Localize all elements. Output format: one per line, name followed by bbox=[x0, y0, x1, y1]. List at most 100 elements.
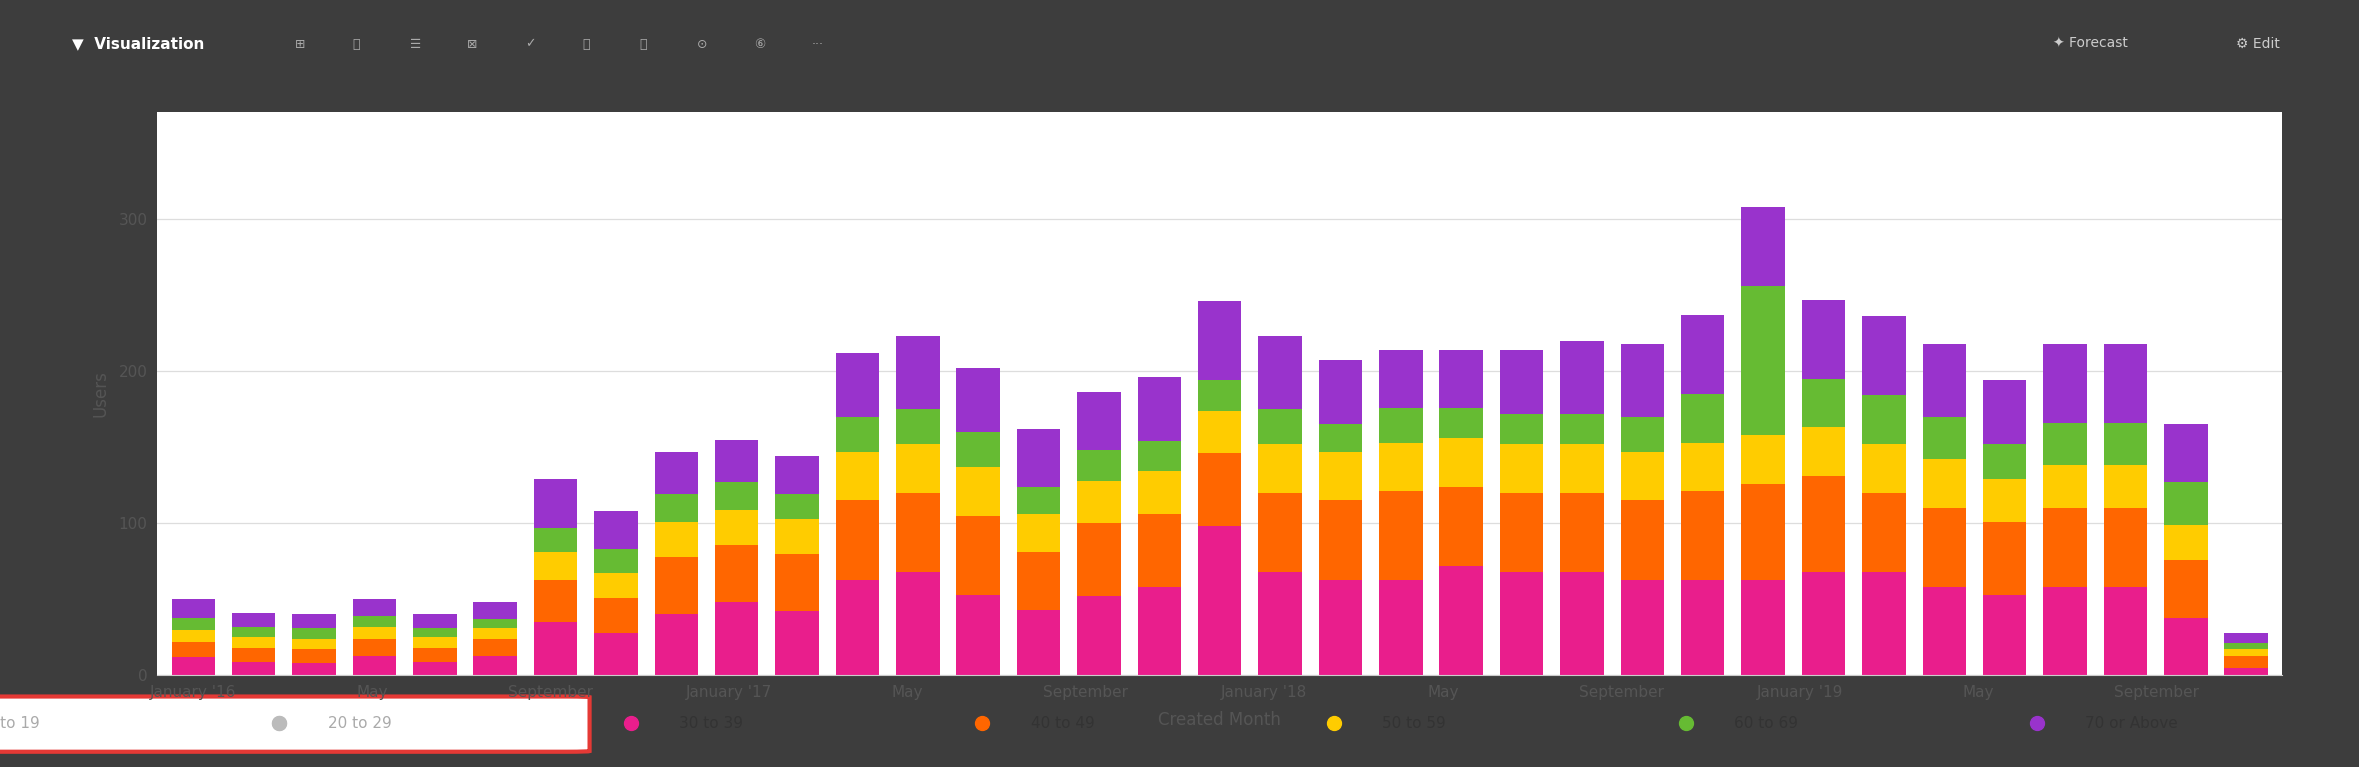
Bar bbox=[1319, 360, 1361, 424]
Bar bbox=[1621, 500, 1663, 580]
Bar bbox=[1559, 413, 1604, 444]
Bar bbox=[1741, 484, 1786, 580]
Bar bbox=[1802, 379, 1845, 427]
Bar bbox=[1137, 472, 1182, 514]
Bar bbox=[1741, 580, 1786, 676]
Bar bbox=[533, 552, 578, 580]
Bar bbox=[835, 500, 880, 580]
Bar bbox=[776, 518, 819, 554]
Bar bbox=[1923, 587, 1965, 676]
Bar bbox=[1984, 444, 2026, 479]
Bar bbox=[835, 353, 880, 416]
Text: ⚙ Edit: ⚙ Edit bbox=[2236, 37, 2281, 51]
Bar bbox=[172, 630, 215, 642]
Bar bbox=[2225, 644, 2267, 650]
Bar bbox=[172, 617, 215, 630]
Text: 50 to 59: 50 to 59 bbox=[1382, 716, 1446, 731]
Bar bbox=[1682, 492, 1724, 580]
Bar bbox=[1802, 572, 1845, 676]
Bar bbox=[1439, 566, 1484, 676]
Bar bbox=[231, 627, 276, 637]
Bar bbox=[653, 494, 698, 522]
Bar bbox=[351, 599, 396, 616]
Bar bbox=[1984, 594, 2026, 676]
Bar bbox=[1984, 522, 2026, 594]
Bar bbox=[776, 494, 819, 518]
Bar bbox=[1078, 450, 1121, 481]
Bar bbox=[1137, 587, 1182, 676]
Bar bbox=[955, 515, 1000, 594]
Bar bbox=[1198, 526, 1241, 676]
Text: ✦ Forecast: ✦ Forecast bbox=[2052, 37, 2128, 51]
Bar bbox=[474, 628, 517, 639]
Bar bbox=[474, 656, 517, 676]
Point bbox=[259, 717, 297, 729]
Bar bbox=[351, 639, 396, 656]
Bar bbox=[1984, 380, 2026, 444]
Bar bbox=[835, 580, 880, 676]
Bar bbox=[1802, 300, 1845, 379]
Bar bbox=[1439, 407, 1484, 438]
Bar bbox=[1984, 479, 2026, 522]
Bar bbox=[1861, 492, 1906, 572]
Bar bbox=[653, 557, 698, 614]
Bar bbox=[1923, 508, 1965, 587]
Text: 30 to 39: 30 to 39 bbox=[679, 716, 743, 731]
Bar bbox=[1137, 441, 1182, 472]
Text: ⏱: ⏱ bbox=[639, 38, 646, 51]
Bar bbox=[1319, 500, 1361, 580]
Bar bbox=[533, 528, 578, 552]
Bar bbox=[1500, 492, 1543, 572]
Bar bbox=[1439, 487, 1484, 566]
Y-axis label: Users: Users bbox=[92, 370, 111, 417]
Bar bbox=[1923, 459, 1965, 508]
Bar bbox=[1682, 314, 1724, 394]
Bar bbox=[172, 599, 215, 617]
Bar bbox=[533, 622, 578, 676]
Text: 20 to 29: 20 to 29 bbox=[328, 716, 392, 731]
Bar bbox=[293, 650, 335, 663]
Bar bbox=[1257, 492, 1302, 572]
Bar bbox=[594, 574, 637, 597]
Bar bbox=[1621, 416, 1663, 452]
Bar bbox=[1257, 336, 1302, 409]
Text: ···: ··· bbox=[811, 38, 823, 51]
Bar bbox=[715, 602, 757, 676]
Bar bbox=[413, 628, 458, 637]
Bar bbox=[231, 648, 276, 662]
Bar bbox=[1017, 487, 1059, 514]
Bar bbox=[1198, 453, 1241, 526]
Bar bbox=[715, 482, 757, 509]
Text: ⑥: ⑥ bbox=[755, 38, 767, 51]
Bar bbox=[955, 594, 1000, 676]
Bar bbox=[594, 549, 637, 574]
Bar bbox=[776, 456, 819, 494]
Point bbox=[611, 717, 649, 729]
Bar bbox=[955, 368, 1000, 432]
Text: 60 to 69: 60 to 69 bbox=[1734, 716, 1798, 731]
Bar bbox=[2043, 344, 2088, 423]
Bar bbox=[474, 602, 517, 619]
Bar bbox=[653, 452, 698, 494]
Bar bbox=[1380, 443, 1422, 492]
Bar bbox=[1078, 393, 1121, 450]
Text: 70 or Above: 70 or Above bbox=[2085, 716, 2177, 731]
Bar bbox=[2163, 482, 2208, 525]
Bar bbox=[293, 639, 335, 650]
Bar bbox=[2104, 423, 2147, 466]
Bar bbox=[1861, 396, 1906, 444]
Bar bbox=[2104, 587, 2147, 676]
Bar bbox=[1861, 316, 1906, 396]
Bar bbox=[1802, 476, 1845, 572]
Bar bbox=[776, 554, 819, 611]
Bar bbox=[351, 627, 396, 639]
Bar bbox=[172, 657, 215, 676]
Bar bbox=[1257, 409, 1302, 444]
Text: ⊞: ⊞ bbox=[295, 38, 304, 51]
Bar bbox=[1380, 492, 1422, 580]
Bar bbox=[1861, 444, 1906, 492]
Bar bbox=[594, 597, 637, 633]
Bar bbox=[1802, 427, 1845, 476]
Text: ☰: ☰ bbox=[410, 38, 420, 51]
Bar bbox=[2225, 668, 2267, 676]
